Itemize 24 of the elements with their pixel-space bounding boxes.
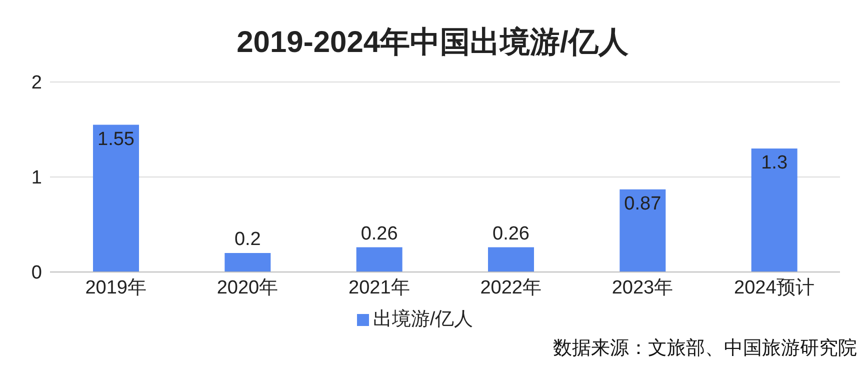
bar xyxy=(488,247,534,272)
data-label: 1.3 xyxy=(761,152,788,174)
data-label: 0.26 xyxy=(492,223,530,244)
chart-title: 2019-2024年中国出境游/亿人 xyxy=(236,25,630,61)
x-tick-label: 2022年 xyxy=(480,277,542,298)
legend-label: 出境游/亿人 xyxy=(372,309,474,330)
y-tick-label: 0 xyxy=(31,262,42,284)
data-label: 0.2 xyxy=(234,229,261,250)
x-tick-label: 2019年 xyxy=(85,277,146,298)
y-tick-label: 1 xyxy=(31,168,42,189)
x-tick-label: 2021年 xyxy=(348,277,410,298)
bar xyxy=(620,189,666,272)
data-label: 0.87 xyxy=(624,193,662,214)
source-note: 数据来源：文旅部、中国旅游研究院 xyxy=(553,337,857,361)
x-tick-label: 2024预计 xyxy=(734,277,814,298)
bar xyxy=(93,124,139,272)
y-tick-label: 2 xyxy=(31,72,42,94)
data-label: 1.55 xyxy=(98,128,134,150)
x-tick-label: 2020年 xyxy=(216,277,278,298)
x-tick-label: 2023年 xyxy=(612,277,674,298)
data-label: 0.26 xyxy=(360,223,398,244)
bar xyxy=(751,148,798,272)
bar xyxy=(356,247,402,272)
bar xyxy=(224,253,271,272)
